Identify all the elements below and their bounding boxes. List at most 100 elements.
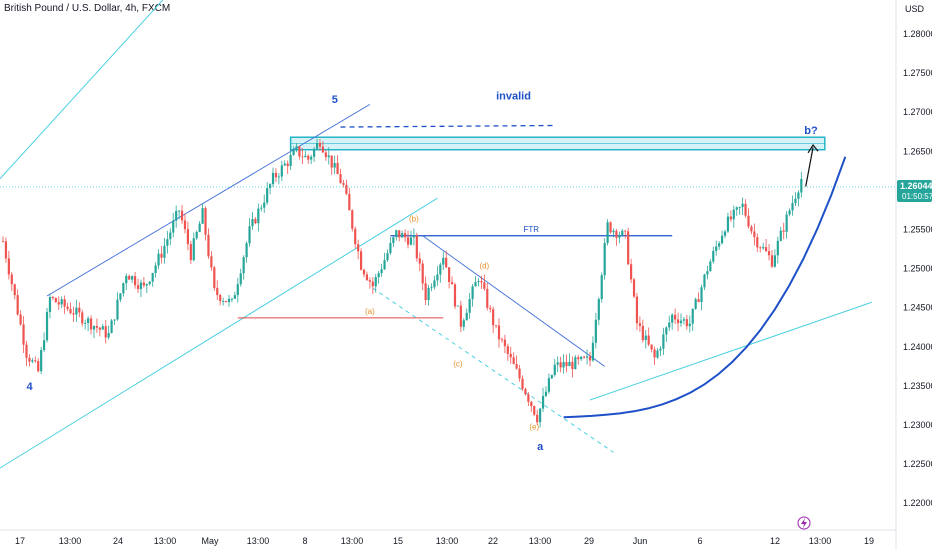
candle-body (462, 320, 465, 327)
candle-body (644, 335, 647, 341)
price-tick-label: 1.28000 (903, 29, 932, 39)
candle-body (227, 298, 231, 302)
price-tick-label: 1.26500 (903, 146, 932, 156)
candle-body (474, 282, 477, 287)
candle-body (207, 234, 210, 257)
candle-body (770, 255, 774, 267)
candle-body (427, 287, 430, 301)
time-tick-label: 15 (393, 536, 403, 546)
wave-label: invalid (496, 91, 531, 103)
candle-body (81, 312, 84, 324)
candle-body (92, 326, 96, 330)
candle-body (726, 216, 730, 232)
candle-body (415, 235, 418, 259)
candle-body (151, 273, 154, 282)
candle-body (439, 264, 442, 275)
candle-body (34, 360, 37, 362)
candle-body (78, 307, 81, 313)
candle-body (283, 163, 286, 166)
price-tick-label: 1.23000 (903, 420, 932, 430)
candle-body (629, 264, 633, 280)
candle-body (354, 228, 357, 245)
lightning-icon[interactable] (797, 516, 811, 530)
wave-label: 4 (26, 381, 33, 393)
candle-body (69, 308, 72, 314)
candle-body (186, 229, 190, 245)
candle-body (22, 324, 25, 345)
candle-body (380, 269, 383, 274)
time-tick-label: May (201, 536, 219, 546)
candle-body (750, 226, 753, 232)
candle-body (512, 357, 515, 365)
candle-body (160, 253, 163, 258)
price-badge: 1.26044 01:50:57 (897, 179, 932, 202)
candle-body (503, 339, 506, 347)
time-tick-label: 13:00 (341, 536, 364, 546)
candle-body (172, 220, 175, 233)
candle-body (700, 287, 703, 303)
candle-body (718, 243, 721, 247)
candle-body (759, 247, 762, 249)
candle-body (45, 311, 49, 341)
subwave-label: (b) (409, 215, 419, 224)
candle-body (515, 364, 518, 369)
candle-body (412, 235, 415, 238)
candle-body (148, 281, 151, 285)
candle-body (133, 276, 137, 286)
invalid-dashed-line (340, 124, 555, 128)
candle-body (553, 364, 556, 376)
candle-body (116, 299, 119, 320)
candle-body (406, 237, 410, 245)
candle-body (565, 362, 568, 367)
candle-body (609, 222, 612, 233)
candle-body (465, 312, 468, 321)
candle-body (233, 295, 236, 299)
candle-body (530, 401, 533, 407)
candle-body (709, 261, 712, 272)
candle-body (368, 280, 371, 282)
projection-arrow (805, 147, 814, 187)
candle-body (541, 395, 545, 409)
candle-body (436, 274, 439, 281)
candle-body (547, 378, 551, 392)
candle-body (266, 188, 269, 203)
subwave-label: (e) (529, 423, 539, 432)
candle-body (84, 322, 87, 324)
candle-body (723, 231, 727, 236)
candle-body (571, 361, 574, 370)
candle-body (735, 207, 738, 210)
candle-body (16, 295, 19, 315)
candle-body (13, 284, 16, 296)
candle-body (738, 207, 741, 208)
candle-body (219, 295, 222, 302)
time-tick-label: 13:00 (154, 536, 177, 546)
candle-body (195, 231, 198, 239)
time-tick-label: 13:00 (436, 536, 459, 546)
candle-body (744, 203, 747, 216)
candle-body (359, 251, 363, 270)
time-tick-label: 13:00 (529, 536, 552, 546)
candle-body (362, 269, 366, 275)
candle-body (204, 208, 207, 235)
candle-body (618, 235, 621, 238)
candle-body (559, 362, 562, 368)
candle-body (442, 257, 445, 265)
symbol-header: British Pound / U.S. Dollar, 4h, FXCM (4, 3, 171, 14)
candle-body (198, 223, 201, 232)
candle-body (383, 260, 386, 270)
candle-body (756, 237, 759, 248)
candle-body (310, 156, 313, 160)
candle-body (351, 210, 354, 229)
candle-body (295, 146, 298, 151)
candle-body (166, 239, 169, 246)
candle-body (580, 356, 583, 360)
price-badge-countdown: 01:50:57 (902, 192, 932, 201)
time-axis: 17 13:00 24 13:00 May 13:00 8 13:00 15 13:00 22 13:… (0, 529, 896, 546)
candle-body (66, 306, 69, 309)
candle-body (1, 241, 5, 243)
candle-body (659, 348, 662, 351)
candle-body (729, 216, 732, 220)
candle-body (483, 282, 486, 289)
candle-body (577, 357, 580, 360)
